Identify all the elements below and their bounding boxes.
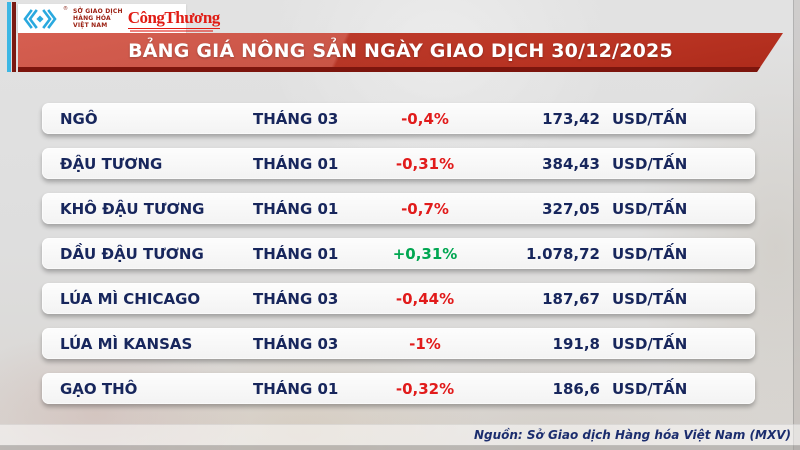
price-unit: USD/TẤN xyxy=(612,199,688,218)
logo-plate: ® SỞ GIAO DỊCH HÀNG HÓA VIỆT NAM CôngThư… xyxy=(18,4,220,33)
source-attribution: Nguồn: Sở Giao dịch Hàng hóa Việt Nam (M… xyxy=(473,428,791,442)
price-unit: USD/TẤN xyxy=(612,154,688,173)
price-value: 327,05 xyxy=(542,199,600,218)
mxv-logo-text: SỞ GIAO DỊCH HÀNG HÓA VIỆT NAM xyxy=(73,8,123,29)
change-percent: -1% xyxy=(409,334,441,353)
commodity-name: KHÔ ĐẬU TƯƠNG xyxy=(60,199,205,218)
table-row: GẠO THÔ THÁNG 01 -0,32% 186,6 USD/TẤN xyxy=(42,373,755,404)
table-row: LÚA MÌ KANSAS THÁNG 03 -1% 191,8 USD/TẤN xyxy=(42,328,755,359)
mxv-logo-icon xyxy=(23,8,57,29)
change-percent: -0,7% xyxy=(401,199,449,218)
price-table: NGÔ THÁNG 03 -0,4% 173,42 USD/TẤN ĐẬU TƯƠNG TH… xyxy=(42,103,755,418)
contract-month: THÁNG 01 xyxy=(253,379,339,398)
bottom-divider xyxy=(0,446,800,450)
commodity-name: GẠO THÔ xyxy=(60,379,138,398)
change-percent: +0,31% xyxy=(392,244,458,263)
contract-month: THÁNG 03 xyxy=(253,334,339,353)
page-title: BẢNG GIÁ NÔNG SẢN NGÀY GIAO DỊCH 30/12/2… xyxy=(128,39,673,62)
mxv-trademark: ® xyxy=(63,6,68,12)
commodity-name: LÚA MÌ CHICAGO xyxy=(60,289,201,308)
table-row: NGÔ THÁNG 03 -0,4% 173,42 USD/TẤN xyxy=(42,103,755,134)
change-percent: -0,32% xyxy=(395,379,455,398)
commodity-name: ĐẬU TƯƠNG xyxy=(60,154,163,173)
cong-thuong-logo: CôngThương xyxy=(127,7,220,32)
source-band: Nguồn: Sở Giao dịch Hàng hóa Việt Nam (M… xyxy=(0,424,800,446)
price-value: 186,6 xyxy=(552,379,600,398)
table-row: LÚA MÌ CHICAGO THÁNG 03 -0,44% 187,67 USD/TẤ… xyxy=(42,283,755,314)
change-percent: -0,44% xyxy=(395,289,455,308)
accent-bar-maroon xyxy=(12,2,16,72)
mxv-logo-text-line3: VIỆT NAM xyxy=(73,22,108,29)
contract-month: THÁNG 03 xyxy=(253,109,339,128)
price-value: 187,67 xyxy=(542,289,600,308)
price-value: 1.078,72 xyxy=(525,244,600,263)
price-value: 191,8 xyxy=(552,334,600,353)
contract-month: THÁNG 01 xyxy=(253,199,339,218)
price-unit: USD/TẤN xyxy=(612,379,688,398)
table-row: ĐẬU TƯƠNG THÁNG 01 -0,31% 384,43 USD/TẤN xyxy=(42,148,755,179)
right-edge-strip xyxy=(794,0,800,450)
price-value: 384,43 xyxy=(542,154,600,173)
price-unit: USD/TẤN xyxy=(612,289,688,308)
price-unit: USD/TẤN xyxy=(612,109,688,128)
price-value: 173,42 xyxy=(542,109,600,128)
table-row: DẦU ĐẬU TƯƠNG THÁNG 01 +0,31% 1.078,72 USD/T… xyxy=(42,238,755,269)
price-unit: USD/TẤN xyxy=(612,244,688,263)
commodity-name: NGÔ xyxy=(60,109,98,128)
contract-month: THÁNG 01 xyxy=(253,154,339,173)
table-row: KHÔ ĐẬU TƯƠNG THÁNG 01 -0,7% 327,05 USD/TẤN xyxy=(42,193,755,224)
commodity-name: LÚA MÌ KANSAS xyxy=(60,334,193,353)
contract-month: THÁNG 03 xyxy=(253,289,339,308)
title-banner: BẢNG GIÁ NÔNG SẢN NGÀY GIAO DỊCH 30/12/2… xyxy=(18,33,783,72)
price-unit: USD/TẤN xyxy=(612,334,688,353)
right-edge-line xyxy=(793,0,794,450)
contract-month: THÁNG 01 xyxy=(253,244,339,263)
change-percent: -0,31% xyxy=(395,154,455,173)
accent-bar-cyan xyxy=(7,2,11,72)
change-percent: -0,4% xyxy=(401,109,449,128)
commodity-name: DẦU ĐẬU TƯƠNG xyxy=(60,244,204,263)
mxv-logo-text-line2: HÀNG HÓA xyxy=(73,15,111,22)
mxv-logo-text-line1: SỞ GIAO DỊCH xyxy=(73,8,123,15)
